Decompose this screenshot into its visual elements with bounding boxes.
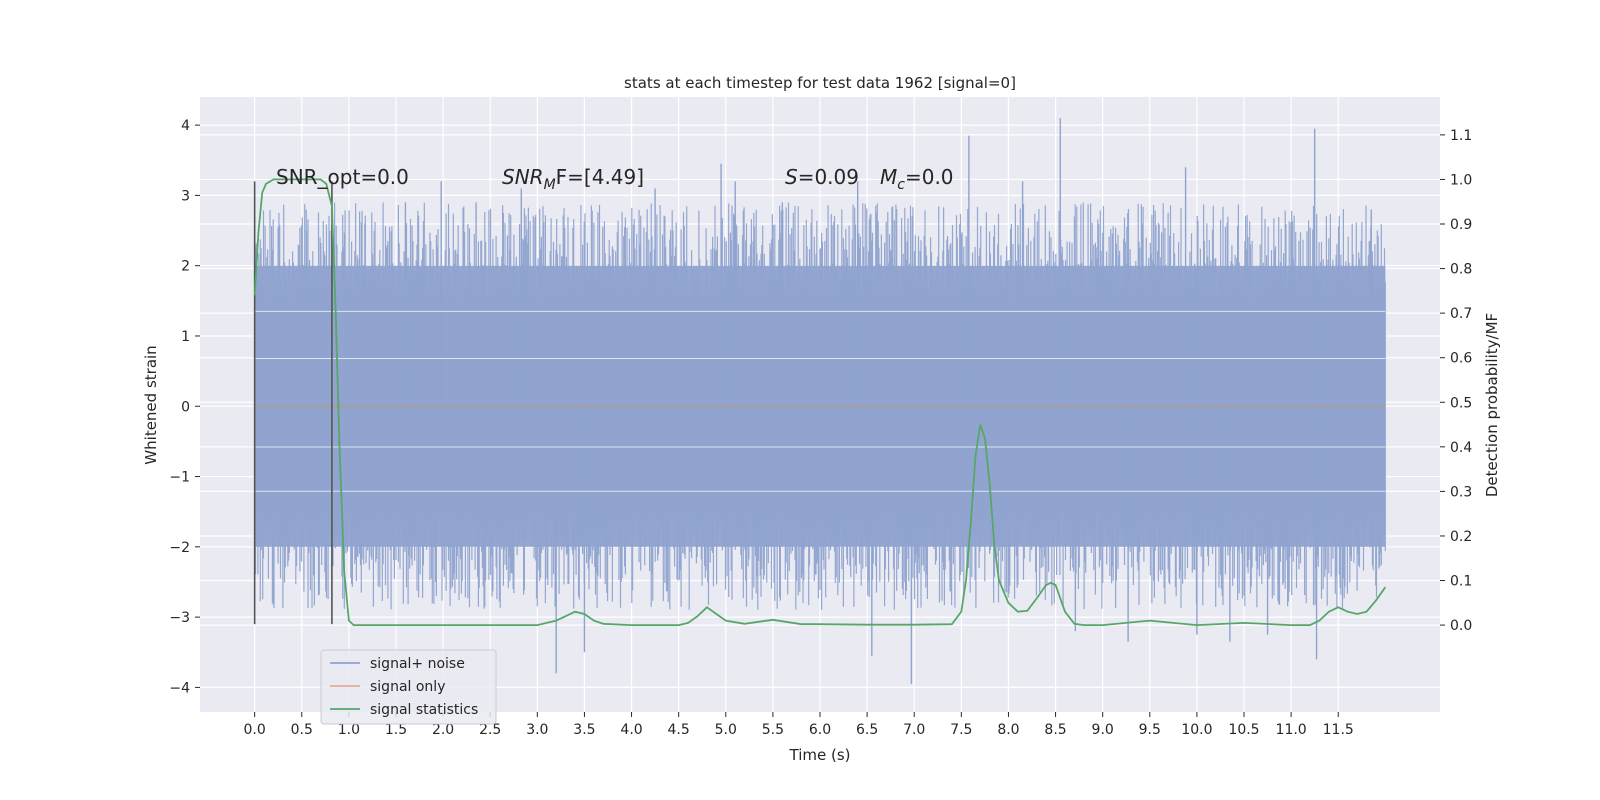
legend-box xyxy=(320,649,497,725)
x-tick-label: 7.5 xyxy=(950,722,972,738)
x-tick-label: 4.0 xyxy=(620,722,642,738)
y-axis-label: Whitened strain xyxy=(142,345,160,464)
y-right-tick-label: 0.8 xyxy=(1450,262,1472,278)
y-right-tick-label: 0.4 xyxy=(1450,440,1472,456)
x-tick-label: 3.5 xyxy=(573,722,595,738)
x-tick-label: 8.5 xyxy=(1044,722,1066,738)
y-right-tick-label: 0.3 xyxy=(1450,484,1472,500)
signal-statistics-line xyxy=(253,178,1387,627)
x-tick-label: 1.5 xyxy=(385,722,407,738)
x-tick-label: 10.5 xyxy=(1228,722,1259,738)
y-right-tick-label: 0.7 xyxy=(1450,306,1472,322)
annotation-snr-mf-rest: F=[4.49] xyxy=(556,165,644,189)
x-tick-label: 0.0 xyxy=(244,722,266,738)
y-tick-label: 1 xyxy=(181,329,190,345)
annotation-snr-opt: SNR_opt=0.0 xyxy=(276,165,409,189)
x-tick-label: 5.5 xyxy=(762,722,784,738)
legend: signal+ noise signal only signal statist… xyxy=(320,649,497,725)
y-right-tick-label: 0.5 xyxy=(1450,395,1472,411)
annotation-snr-mf-base: SNR xyxy=(502,165,544,189)
legend-label-signal-noise: signal+ noise xyxy=(370,656,465,672)
annotation-s-var: S xyxy=(785,165,798,189)
y-right-tick-label: 1.0 xyxy=(1450,172,1472,188)
y-axis-right-label: Detection probability/MF xyxy=(1483,313,1501,497)
x-axis-ticks: 0.0 0.5 1.0 1.5 2.0 2.5 3.0 3.5 4.0 4.5 5.0 5.5 6.0 6… xyxy=(244,712,1354,738)
y-right-tick-label: 0.9 xyxy=(1450,217,1472,233)
x-tick-label: 1.0 xyxy=(338,722,360,738)
x-tick-label: 11.0 xyxy=(1276,722,1307,738)
x-tick-label: 11.5 xyxy=(1323,722,1354,738)
x-tick-label: 6.0 xyxy=(809,722,831,738)
annotation-s-val: =0.09 xyxy=(798,165,859,189)
y-tick-label: 4 xyxy=(181,118,190,134)
y-right-tick-label: 0.0 xyxy=(1450,618,1472,634)
annotations: SNR_opt=0.0 SNRMF=[4.49] S=0.09 Mc=0.0 xyxy=(276,165,954,193)
y-tick-label: −3 xyxy=(169,610,190,626)
annotation-mc-sub: c xyxy=(897,177,905,193)
x-tick-label: 8.0 xyxy=(997,722,1019,738)
y-tick-label: −1 xyxy=(169,470,190,486)
y-axis-right-ticks: 1.1 1.0 0.9 0.8 0.7 0.6 0.5 0.4 0.3 0.2 0.1 0.0 xyxy=(1440,128,1472,634)
x-tick-label: 4.5 xyxy=(668,722,690,738)
y-tick-label: −4 xyxy=(169,680,190,696)
x-tick-label: 0.5 xyxy=(291,722,313,738)
y-tick-label: −2 xyxy=(169,540,190,556)
chart-title: stats at each timestep for test data 196… xyxy=(624,74,1016,92)
y-right-tick-label: 0.1 xyxy=(1450,574,1472,590)
x-tick-label: 2.0 xyxy=(432,722,454,738)
x-tick-label: 5.0 xyxy=(715,722,737,738)
x-tick-label: 6.5 xyxy=(856,722,878,738)
y-right-tick-label: 1.1 xyxy=(1450,128,1472,144)
annotation-snr-mf: SNRMF=[4.49] xyxy=(502,165,644,193)
y-tick-label: 0 xyxy=(181,399,190,415)
marker-lines xyxy=(253,181,333,625)
y-right-tick-label: 0.6 xyxy=(1450,351,1472,367)
y-axis-ticks: 4 3 2 1 0 −1 −2 −3 −4 xyxy=(169,118,200,696)
x-axis-label: Time (s) xyxy=(789,746,851,764)
x-tick-label: 7.0 xyxy=(903,722,925,738)
legend-label-signal-only: signal only xyxy=(370,679,445,695)
x-tick-label: 9.5 xyxy=(1139,722,1161,738)
x-tick-label: 10.0 xyxy=(1181,722,1212,738)
series-signal-statistics xyxy=(253,178,1387,627)
annotation-mc: Mc=0.0 xyxy=(880,165,954,193)
annotation-mc-val: =0.0 xyxy=(905,165,954,189)
x-tick-label: 3.0 xyxy=(526,722,548,738)
y-right-tick-label: 0.2 xyxy=(1450,529,1472,545)
y-tick-label: 2 xyxy=(181,259,190,275)
legend-label-signal-statistics: signal statistics xyxy=(370,702,478,718)
annotation-snr-mf-sub: M xyxy=(544,177,556,193)
x-tick-label: 9.0 xyxy=(1092,722,1114,738)
y-tick-label: 3 xyxy=(181,188,190,204)
annotation-s: S=0.09 xyxy=(785,165,859,189)
x-tick-label: 2.5 xyxy=(479,722,501,738)
annotation-mc-base: M xyxy=(880,165,897,189)
